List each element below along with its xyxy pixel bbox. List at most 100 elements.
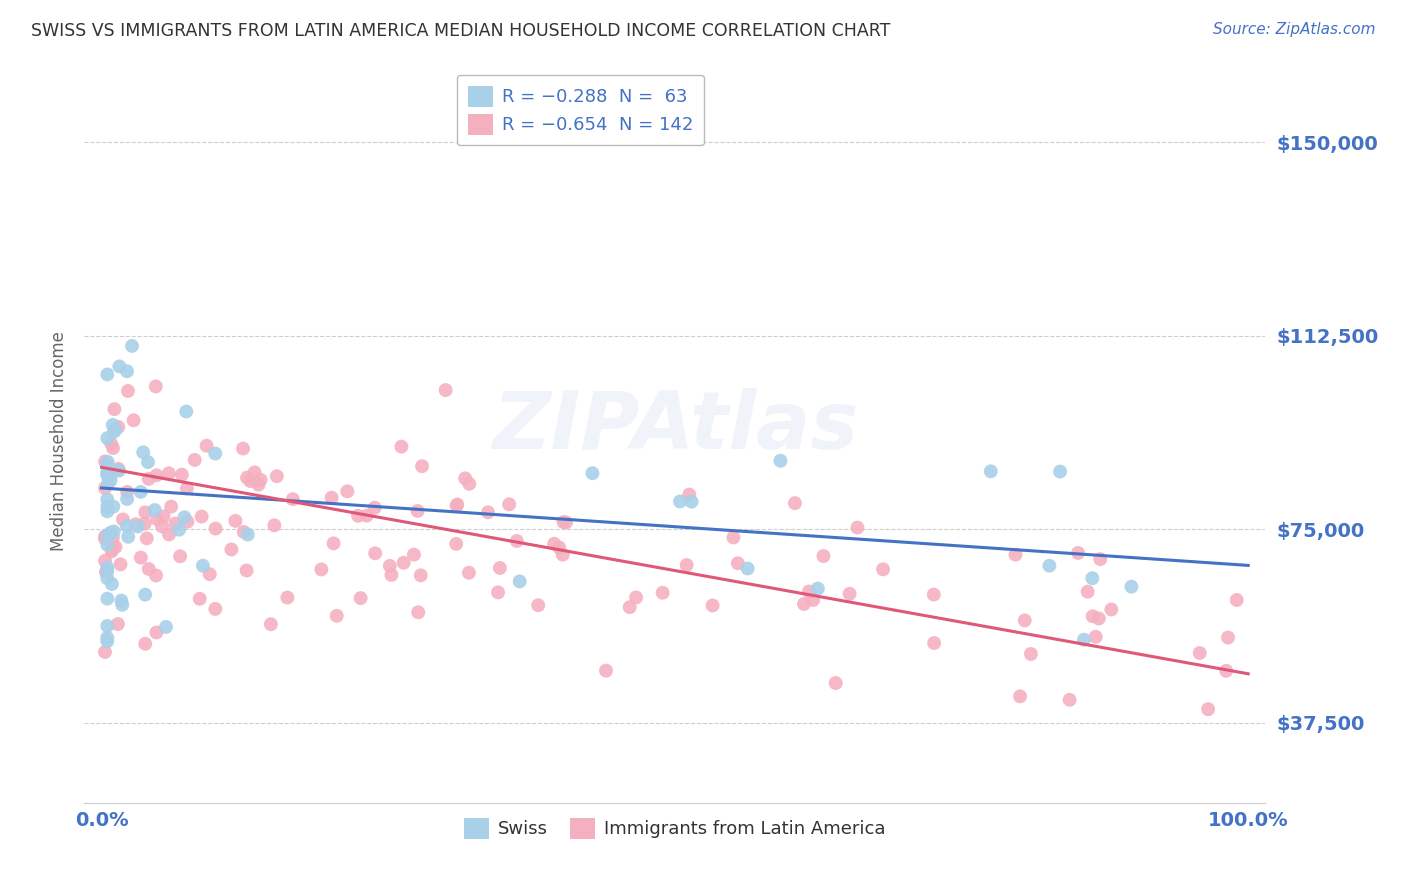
- Point: [107, 462, 129, 476]
- Point: [1014, 614, 1036, 628]
- Point: [506, 534, 529, 549]
- Point: [489, 561, 512, 575]
- Point: [96, 468, 118, 483]
- Point: [1038, 558, 1060, 573]
- Text: ZIPAtlas: ZIPAtlas: [492, 388, 858, 467]
- Point: [624, 591, 647, 605]
- Point: [801, 593, 824, 607]
- Point: [110, 593, 132, 607]
- Point: [1073, 632, 1095, 647]
- Point: [101, 542, 124, 557]
- Point: [204, 602, 226, 616]
- Point: [167, 523, 190, 537]
- Point: [409, 568, 432, 582]
- Point: [97, 476, 120, 491]
- Point: [1049, 465, 1071, 479]
- Point: [110, 558, 132, 572]
- Point: [260, 617, 283, 632]
- Point: [249, 473, 271, 487]
- Point: [723, 531, 745, 545]
- Point: [96, 571, 118, 585]
- Point: [117, 530, 139, 544]
- Point: [96, 431, 118, 445]
- Point: [389, 440, 412, 454]
- Point: [232, 442, 254, 456]
- Text: SWISS VS IMMIGRANTS FROM LATIN AMERICA MEDIAN HOUSEHOLD INCOME CORRELATION CHART: SWISS VS IMMIGRANTS FROM LATIN AMERICA M…: [31, 22, 890, 40]
- Point: [155, 620, 177, 634]
- Point: [1087, 611, 1109, 625]
- Point: [619, 600, 641, 615]
- Point: [454, 471, 477, 485]
- Point: [176, 482, 198, 496]
- Point: [145, 568, 167, 582]
- Point: [1090, 552, 1112, 566]
- Point: [157, 527, 180, 541]
- Point: [96, 564, 118, 578]
- Point: [378, 558, 401, 573]
- Point: [1067, 546, 1090, 560]
- Point: [103, 500, 125, 514]
- Point: [392, 556, 415, 570]
- Point: [108, 464, 131, 478]
- Point: [96, 634, 118, 648]
- Point: [145, 625, 167, 640]
- Point: [595, 664, 617, 678]
- Point: [1188, 646, 1211, 660]
- Point: [581, 467, 603, 481]
- Point: [224, 514, 246, 528]
- Point: [813, 549, 835, 563]
- Point: [406, 605, 429, 619]
- Point: [1216, 631, 1239, 645]
- Point: [96, 466, 118, 480]
- Point: [115, 484, 138, 499]
- Point: [266, 469, 288, 483]
- Point: [100, 525, 122, 540]
- Point: [165, 516, 187, 531]
- Point: [824, 676, 846, 690]
- Point: [183, 453, 205, 467]
- Point: [322, 536, 344, 550]
- Point: [922, 588, 945, 602]
- Point: [846, 520, 869, 534]
- Point: [101, 441, 124, 455]
- Point: [190, 509, 212, 524]
- Point: [681, 494, 703, 508]
- Point: [96, 631, 118, 645]
- Point: [132, 445, 155, 459]
- Point: [311, 562, 333, 576]
- Point: [380, 568, 402, 582]
- Point: [170, 467, 193, 482]
- Point: [204, 522, 226, 536]
- Point: [97, 455, 120, 469]
- Point: [1059, 693, 1081, 707]
- Point: [104, 422, 127, 436]
- Point: [411, 459, 433, 474]
- Point: [96, 504, 118, 518]
- Point: [1121, 580, 1143, 594]
- Point: [122, 413, 145, 427]
- Point: [838, 587, 860, 601]
- Point: [94, 532, 117, 546]
- Legend: Swiss, Immigrants from Latin America: Swiss, Immigrants from Latin America: [457, 811, 893, 846]
- Point: [115, 491, 138, 506]
- Point: [152, 509, 174, 524]
- Point: [1004, 548, 1026, 562]
- Point: [551, 548, 574, 562]
- Point: [143, 503, 166, 517]
- Point: [117, 384, 139, 398]
- Point: [101, 465, 124, 479]
- Point: [145, 379, 167, 393]
- Point: [146, 512, 169, 526]
- Point: [406, 504, 429, 518]
- Point: [1081, 609, 1104, 624]
- Point: [1010, 690, 1032, 704]
- Point: [553, 515, 575, 529]
- Point: [980, 464, 1002, 478]
- Point: [444, 537, 467, 551]
- Point: [198, 567, 221, 582]
- Point: [145, 468, 167, 483]
- Point: [135, 532, 157, 546]
- Point: [446, 498, 468, 512]
- Point: [94, 481, 117, 495]
- Point: [555, 516, 578, 530]
